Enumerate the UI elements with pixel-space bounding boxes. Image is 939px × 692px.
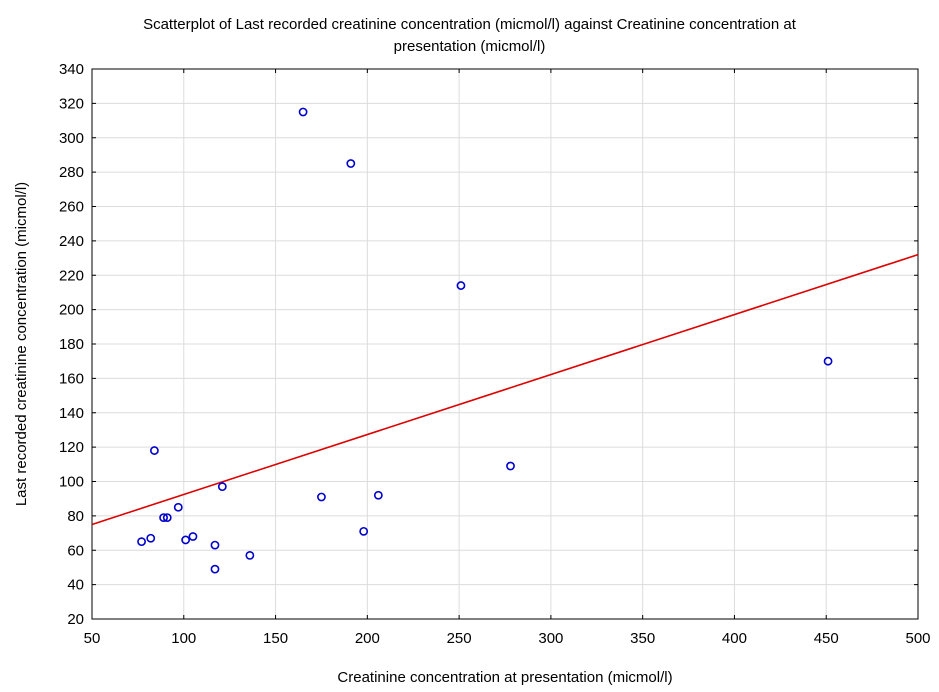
y-tick-labels: 20 40 60 80 100 120 140 160 180 200 220 240 260 280 30… xyxy=(59,61,84,628)
data-point xyxy=(217,482,227,492)
data-point xyxy=(346,159,356,168)
chart-title: Scatterplot of Last recorded creatinine … xyxy=(0,14,939,58)
data-point xyxy=(210,540,220,550)
x-tick-label: 300 xyxy=(538,630,563,647)
y-tick-label: 300 xyxy=(59,130,84,147)
data-point xyxy=(506,461,515,471)
data-point xyxy=(150,446,159,455)
data-point xyxy=(456,281,466,290)
y-tick-label: 40 xyxy=(67,577,84,594)
data-point xyxy=(173,502,183,512)
y-tick-label: 260 xyxy=(59,199,84,216)
y-axis-label: Last recorded creatinine concentration (… xyxy=(13,182,30,506)
data-point xyxy=(210,564,220,574)
y-tick-label: 160 xyxy=(59,370,84,387)
data-point xyxy=(373,490,383,500)
grid-lines xyxy=(91,68,919,620)
y-tick-label: 80 xyxy=(67,508,84,525)
data-point xyxy=(137,537,146,547)
data-point xyxy=(188,532,198,541)
y-tick-label: 240 xyxy=(59,233,84,250)
x-tick-label: 400 xyxy=(722,630,747,647)
plot-frame xyxy=(91,68,919,620)
y-tick-label: 60 xyxy=(67,542,84,559)
y-tick-label: 20 xyxy=(67,611,84,628)
y-tick-label: 200 xyxy=(59,302,84,319)
data-point xyxy=(146,533,156,543)
data-point xyxy=(162,513,172,522)
x-tick-label: 500 xyxy=(905,630,930,647)
x-tick-label: 200 xyxy=(355,630,380,647)
x-axis-label: Creatinine concentration at presentation… xyxy=(337,669,672,686)
data-point xyxy=(245,551,255,560)
data-point xyxy=(823,356,833,366)
regression-line xyxy=(91,253,919,526)
chart-title-line-1: Scatterplot of Last recorded creatinine … xyxy=(143,16,796,33)
x-tick-label: 450 xyxy=(814,630,839,647)
y-tick-label: 340 xyxy=(59,61,84,78)
data-point xyxy=(359,526,369,536)
x-tick-label: 250 xyxy=(447,630,472,647)
y-tick-label: 100 xyxy=(59,474,84,491)
data-point xyxy=(317,492,326,502)
y-tick-label: 180 xyxy=(59,336,84,353)
data-point xyxy=(298,107,308,117)
y-tick-label: 280 xyxy=(59,164,84,181)
data-points xyxy=(137,107,833,574)
y-tick-label: 120 xyxy=(59,439,84,456)
x-tick-labels: 50 100 150 200 250 300 350 400 450 500 xyxy=(84,630,931,647)
y-tick-label: 220 xyxy=(59,267,84,284)
data-point xyxy=(159,513,168,522)
x-tick-label: 50 xyxy=(84,630,101,647)
y-tick-label: 320 xyxy=(59,95,84,112)
x-tick-label: 350 xyxy=(630,630,655,647)
y-tick-label: 140 xyxy=(59,405,84,422)
chart-title-line-2: presentation (micmol/l) xyxy=(393,38,546,55)
x-tick-label: 100 xyxy=(171,630,196,647)
data-point xyxy=(181,535,191,545)
x-tick-label: 150 xyxy=(263,630,288,647)
